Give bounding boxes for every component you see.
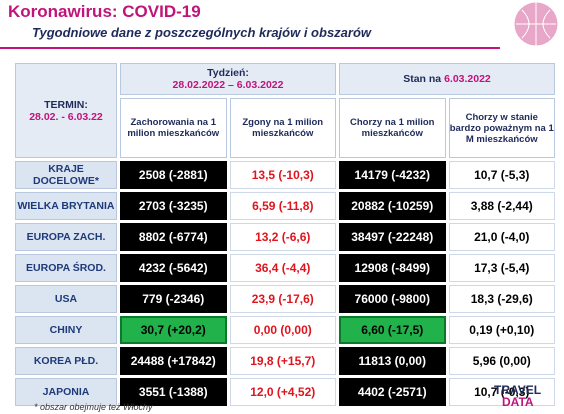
row-label: EUROPA ŚROD. (15, 254, 117, 282)
termin-cell: TERMIN: 28.02. - 6.03.22 (15, 63, 117, 158)
state-date: 6.03.2022 (444, 73, 491, 85)
value-cell: 24488 (+17842) (120, 347, 227, 375)
value-cell: 19,8 (+15,7) (229, 347, 336, 375)
termin-dates: 28.02. - 6.03.22 (29, 110, 103, 123)
row-label: KRAJE DOCELOWE* (15, 161, 117, 189)
value-cell: 10,7 (-0,3) (448, 378, 555, 406)
value-cell: 11813 (0,00) (339, 347, 446, 375)
value-cell: 30,7 (+20,2) (120, 316, 227, 344)
subtitle: Tygodniowe dane z poszczególnych krajów … (32, 25, 372, 40)
value-cell: 6,60 (-17,5) (339, 316, 446, 344)
value-cell: 14179 (-4232) (339, 161, 446, 189)
globe-logo (513, 1, 559, 47)
value-cell: 3,88 (-2,44) (448, 192, 555, 220)
value-cell: 4232 (-5642) (120, 254, 227, 282)
value-cell: 36,4 (-4,4) (229, 254, 336, 282)
row-label: WIELKA BRYTANIA (15, 192, 117, 220)
value-cell: 20882 (-10259) (339, 192, 446, 220)
value-cell: 2508 (-2881) (120, 161, 227, 189)
divider (0, 47, 500, 49)
value-cell: 4402 (-2571) (339, 378, 446, 406)
data-table: TERMIN: 28.02. - 6.03.22 Tydzień: 28.02.202… (12, 60, 558, 409)
data-row: WIELKA BRYTANIA 2703 (-3235) 6,59 (-11,8) 2… (15, 192, 555, 220)
header-row: TERMIN: 28.02. - 6.03.22 Tydzień: 28.02.202… (15, 63, 555, 158)
value-cell: 23,9 (-17,6) (229, 285, 336, 313)
value-cell: 3551 (-1388) (120, 378, 227, 406)
value-cell: 8802 (-6774) (120, 223, 227, 251)
row-label: CHINY (15, 316, 117, 344)
column-header: Chorzy w stanie bardzo poważnym na 1 M m… (448, 98, 555, 158)
value-cell: 779 (-2346) (120, 285, 227, 313)
footnote: * obszar obejmuje też Włochy (34, 402, 153, 412)
value-cell: 13,5 (-10,3) (229, 161, 336, 189)
column-header: Chorzy na 1 milion mieszkańców (339, 98, 446, 158)
travel-data-logo: TRAVEL DATA (494, 384, 541, 408)
title: Koronawirus: COVID-19 (8, 2, 201, 21)
value-cell: 5,96 (0,00) (448, 347, 555, 375)
value-cell: 13,2 (-6,6) (229, 223, 336, 251)
value-cell: 76000 (-9800) (339, 285, 446, 313)
week-header: Tydzień: 28.02.2022 – 6.03.2022 (120, 63, 336, 95)
row-label: EUROPA ZACH. (15, 223, 117, 251)
data-row: CHINY 30,7 (+20,2) 0,00 (0,00) 6,60 (-17,5)… (15, 316, 555, 344)
value-cell: 17,3 (-5,4) (448, 254, 555, 282)
data-row: EUROPA ŚROD. 4232 (-5642) 36,4 (-4,4) 12908… (15, 254, 555, 282)
week-dates: 28.02.2022 – 6.03.2022 (172, 79, 284, 91)
value-cell: 10,7 (-5,3) (448, 161, 555, 189)
logo-text: TRAVEL (494, 383, 542, 397)
row-label: JAPONIA (15, 378, 117, 406)
column-header: Zachorowania na 1 milion mieszkańców (120, 98, 227, 158)
row-label: KOREA PŁD. (15, 347, 117, 375)
value-cell: 38497 (-22248) (339, 223, 446, 251)
value-cell: 18,3 (-29,6) (448, 285, 555, 313)
value-cell: 12908 (-8499) (339, 254, 446, 282)
value-cell: 0,00 (0,00) (229, 316, 336, 344)
data-row: USA 779 (-2346) 23,9 (-17,6) 76000 (-9800) 1… (15, 285, 555, 313)
state-header: Stan na 6.03.2022 (339, 63, 555, 95)
termin-label: TERMIN: (44, 98, 88, 111)
value-cell: 21,0 (-4,0) (448, 223, 555, 251)
week-label: Tydzień: (207, 67, 249, 79)
data-row: KRAJE DOCELOWE* 2508 (-2881) 13,5 (-10,3) 1… (15, 161, 555, 189)
data-row: EUROPA ZACH. 8802 (-6774) 13,2 (-6,6) 38497… (15, 223, 555, 251)
value-cell: 12,0 (+4,52) (229, 378, 336, 406)
subheader-row: Zachorowania na 1 milion mieszkańców Zgon… (15, 98, 555, 158)
logo-text: DATA (502, 395, 534, 409)
row-label: USA (15, 285, 117, 313)
value-cell: 0,19 (+0,10) (448, 316, 555, 344)
value-cell: 2703 (-3235) (120, 192, 227, 220)
column-header: Zgony na 1 milion mieszkańców (229, 98, 336, 158)
value-cell: 6,59 (-11,8) (229, 192, 336, 220)
data-row: KOREA PŁD. 24488 (+17842) 19,8 (+15,7) 1181… (15, 347, 555, 375)
data-row: JAPONIA 3551 (-1388) 12,0 (+4,52) 4402 (-25… (15, 378, 555, 406)
state-label: Stan na (403, 73, 442, 85)
